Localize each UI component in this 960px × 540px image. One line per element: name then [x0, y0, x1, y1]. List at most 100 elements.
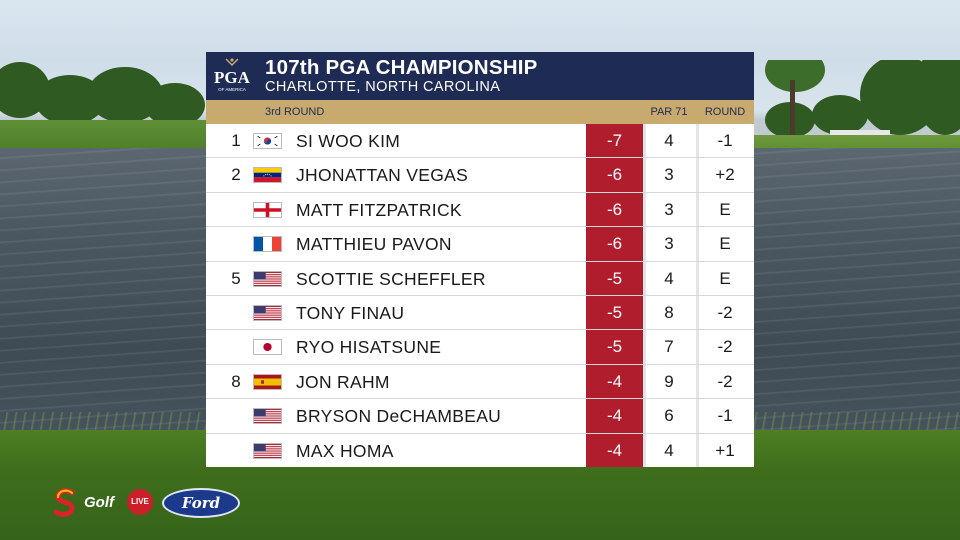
leaderboard-row: MAX HOMA -4 4 +1 — [206, 433, 754, 467]
usa-flag-icon — [253, 442, 282, 459]
player-name: SCOTTIE SCHEFFLER — [296, 268, 486, 289]
player-name: TONY FINAU — [296, 302, 405, 323]
player-name: MATT FITZPATRICK — [296, 199, 462, 220]
event-title: 107th PGA CHAMPIONSHIP — [265, 56, 538, 79]
treeline-background — [0, 60, 960, 140]
player-name: MAX HOMA — [296, 440, 394, 461]
round-score: -2 — [717, 302, 733, 322]
leaderboard-row: MATT FITZPATRICK -6 3 E — [206, 192, 754, 228]
total-score: -5 — [586, 261, 643, 295]
player-name: JHONATTAN VEGAS — [296, 165, 469, 186]
column-divider — [696, 295, 699, 330]
ford-logo: Ford — [162, 488, 240, 518]
holes-played: 4 — [664, 440, 674, 460]
total-score: -6 — [586, 192, 643, 227]
player-name: MATTHIEU PAVON — [296, 234, 452, 255]
leaderboard-row: 1 SI WOO KIM -7 4 -1 — [206, 124, 754, 159]
column-divider — [643, 192, 646, 227]
total-score: -6 — [586, 158, 643, 192]
round-score: -1 — [717, 131, 733, 150]
holes-played: 4 — [664, 131, 674, 150]
column-divider — [643, 330, 646, 364]
column-divider — [643, 364, 646, 399]
player-rows: 1 SI WOO KIM -7 4 -1 2 JHONATTAN VEGAS -6 3 +2 MAT… — [206, 124, 754, 467]
pga-logo-icon: PGA OF AMERICA — [214, 58, 251, 92]
usa-flag-icon — [253, 408, 282, 425]
player-name: BRYSON DeCHAMBEAU — [296, 406, 502, 427]
leaderboard-row: MATTHIEU PAVON -6 3 E — [206, 227, 754, 262]
column-divider — [643, 227, 646, 261]
japan-flag-icon — [253, 339, 282, 356]
round-score: -2 — [717, 337, 733, 357]
column-divider — [643, 433, 646, 467]
venezuela-flag-icon — [253, 167, 282, 184]
player-position: 8 — [231, 371, 241, 391]
column-divider — [696, 261, 699, 295]
leaderboard: PGA OF AMERICA 107th PGA CHAMPIONSHIP CH… — [206, 52, 754, 467]
live-badge: LIVE — [127, 489, 153, 515]
column-divider — [696, 433, 699, 467]
france-flag-icon — [253, 236, 282, 253]
column-divider — [643, 261, 646, 295]
column-divider — [696, 192, 699, 227]
leaderboard-subheader: 3rd ROUND PAR 71 ROUND — [206, 100, 754, 124]
total-score: -4 — [586, 433, 643, 467]
column-divider — [643, 158, 646, 192]
total-score: -4 — [586, 399, 643, 433]
round-score: E — [719, 199, 731, 219]
round-column-header: ROUND — [704, 106, 746, 118]
total-score: -4 — [586, 364, 643, 399]
round-label: 3rd ROUND — [265, 106, 325, 118]
player-name: JON RAHM — [296, 371, 390, 392]
column-divider — [643, 124, 646, 158]
round-score: -2 — [717, 371, 733, 391]
holes-played: 3 — [664, 199, 674, 219]
column-divider — [643, 295, 646, 330]
par-column-header: PAR 71 — [650, 106, 688, 118]
leaderboard-row: BRYSON DeCHAMBEAU -4 6 -1 — [206, 399, 754, 434]
column-divider — [696, 124, 699, 158]
player-position: 2 — [231, 165, 241, 185]
left-bank — [0, 120, 210, 152]
usa-flag-icon — [253, 304, 282, 321]
player-position: 5 — [231, 268, 241, 288]
south-korea-flag-icon — [253, 133, 282, 149]
round-score: +1 — [715, 440, 735, 460]
holes-played: 3 — [664, 234, 674, 254]
holes-played: 9 — [664, 371, 674, 391]
total-score: -7 — [586, 124, 643, 158]
player-position: 1 — [231, 131, 241, 150]
pga-logo-text: PGA — [214, 68, 251, 87]
holes-played: 4 — [664, 268, 674, 288]
leaderboard-header: PGA OF AMERICA 107th PGA CHAMPIONSHIP CH… — [206, 52, 754, 100]
column-divider — [696, 330, 699, 364]
usa-flag-icon — [253, 270, 282, 287]
leaderboard-row: 8 JON RAHM -4 9 -2 — [206, 364, 754, 400]
column-divider — [696, 227, 699, 261]
total-score: -5 — [586, 330, 643, 364]
round-score: E — [719, 234, 731, 254]
column-divider — [696, 399, 699, 433]
holes-played: 8 — [664, 302, 674, 322]
player-name: RYO HISATSUNE — [296, 337, 442, 358]
supersport-s-icon — [53, 488, 75, 517]
pga-logo-subtext: OF AMERICA — [218, 87, 246, 92]
round-score: -1 — [717, 406, 733, 426]
total-score: -5 — [586, 295, 643, 330]
round-score: +2 — [715, 165, 735, 185]
leaderboard-row: 2 JHONATTAN VEGAS -6 3 +2 — [206, 158, 754, 193]
round-score: E — [719, 268, 731, 288]
column-divider — [643, 399, 646, 433]
channel-name: Golf — [84, 494, 114, 511]
column-divider — [696, 158, 699, 192]
holes-played: 7 — [664, 337, 674, 357]
england-flag-icon — [253, 201, 282, 218]
holes-played: 3 — [664, 165, 674, 185]
total-score: -6 — [586, 227, 643, 261]
spain-flag-icon — [253, 373, 282, 390]
leaderboard-row: TONY FINAU -5 8 -2 — [206, 295, 754, 331]
player-name: SI WOO KIM — [296, 131, 401, 151]
leaderboard-row: 5 SCOTTIE SCHEFFLER -5 4 E — [206, 261, 754, 296]
holes-played: 6 — [664, 406, 674, 426]
column-divider — [696, 364, 699, 399]
